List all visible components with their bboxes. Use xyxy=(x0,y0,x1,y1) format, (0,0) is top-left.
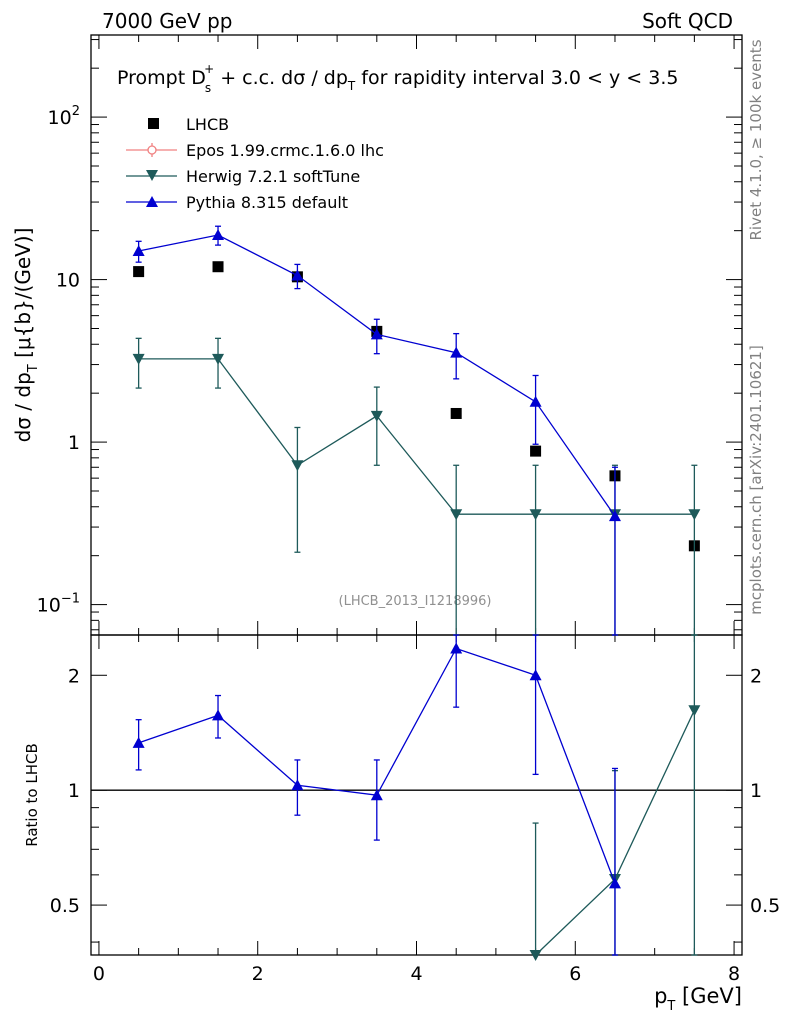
main-y-axis-label-sub: T xyxy=(26,364,41,373)
legend-entry-epos: Epos 1.99.crmc.1.6.0 lhc xyxy=(126,141,384,160)
plot-title-sub: s xyxy=(205,81,211,95)
ratio-point-pythia xyxy=(529,669,542,681)
data-point-lhcb xyxy=(212,261,224,273)
legend-label-epos: Epos 1.99.crmc.1.6.0 lhc xyxy=(186,141,384,160)
category-label: Soft QCD xyxy=(642,9,733,33)
plot-title: Prompt Ds + + c.c. dσ / dpT for rapidity … xyxy=(117,62,678,95)
x-tick-label: 4 xyxy=(410,963,422,985)
data-point-lhcb xyxy=(133,266,145,278)
data-point-pythia xyxy=(132,244,145,256)
plot-title-sup: + xyxy=(204,62,214,76)
legend-label-pythia: Pythia 8.315 default xyxy=(186,193,348,212)
data-point-pythia xyxy=(608,510,621,522)
main-y-tick-label-exp: 2 xyxy=(72,104,80,119)
main-y-axis-label: dσ / dpT [μ{b}/(GeV)] xyxy=(11,228,41,443)
main-series-layer xyxy=(132,225,701,636)
legend: LHCB Epos 1.99.crmc.1.6.0 lhc Herwig 7.2… xyxy=(126,115,384,212)
x-tick-label: 0 xyxy=(93,963,105,985)
legend-entry-lhcb: LHCB xyxy=(148,115,229,134)
ratio-y-tick-label-left: 2 xyxy=(68,665,80,687)
main-y-tick-label: 102 xyxy=(48,104,80,129)
data-point-herwig xyxy=(212,353,225,365)
data-point-pythia xyxy=(212,229,225,241)
plot-title-suffix: + c.c. dσ / dp xyxy=(214,67,348,89)
data-point-lhcb xyxy=(530,445,542,457)
plot-title-suffix-sub: T xyxy=(347,79,356,93)
legend-marker-lhcb xyxy=(148,118,159,129)
ratio-point-pythia xyxy=(608,877,621,889)
analysis-id-label: (LHCB_2013_I1218996) xyxy=(339,594,492,609)
main-y-tick-label-exp: −1 xyxy=(61,592,80,607)
main-y-tick-label: 1 xyxy=(68,432,80,454)
ratio-axis-ticks: 0.5 0.5 1 1 2 2 0 2 4 6 8 xyxy=(50,635,780,985)
ratio-series-layer xyxy=(132,634,701,961)
data-point-pythia xyxy=(450,346,463,358)
data-point-lhcb xyxy=(450,407,462,419)
ratio-point-pythia xyxy=(291,779,304,791)
x-tick-label: 2 xyxy=(252,963,264,985)
x-tick-label: 8 xyxy=(728,963,740,985)
ratio-point-pythia xyxy=(450,642,463,654)
x-axis-label: pT [GeV] xyxy=(654,984,742,1014)
rivet-version-label: Rivet 4.1.0, ≥ 100k events xyxy=(747,39,765,240)
ratio-point-pythia xyxy=(370,789,383,801)
data-point-herwig xyxy=(529,509,542,521)
ratio-y-tick-label-left: 1 xyxy=(68,780,80,802)
legend-label-herwig: Herwig 7.2.1 softTune xyxy=(186,167,360,186)
ratio-point-pythia xyxy=(212,709,225,721)
ratio-y-tick-label-right: 2 xyxy=(750,665,762,687)
data-point-herwig xyxy=(450,509,463,521)
series-line-herwig xyxy=(138,358,695,515)
ratio-y-tick-label-right: 1 xyxy=(750,780,762,802)
beam-label: 7000 GeV pp xyxy=(102,9,233,33)
legend-label-lhcb: LHCB xyxy=(186,115,229,134)
series-line-pythia xyxy=(138,234,616,517)
x-axis-label-a: p xyxy=(654,984,667,1008)
legend-marker-epos xyxy=(147,145,157,155)
main-y-tick-label-base: 10 xyxy=(37,595,61,617)
legend-marker-herwig xyxy=(146,170,158,181)
legend-entry-pythia: Pythia 8.315 default xyxy=(126,193,348,212)
main-y-tick-label-base: 10 xyxy=(48,107,72,129)
x-tick-label: 6 xyxy=(569,963,581,985)
data-point-herwig xyxy=(132,353,145,365)
data-point-herwig xyxy=(370,410,383,422)
data-point-pythia xyxy=(370,328,383,340)
ratio-y-tick-label-left: 0.5 xyxy=(50,895,80,917)
series-herwig xyxy=(132,337,701,636)
x-axis-label-sub: T xyxy=(666,999,675,1014)
legend-marker-pythia xyxy=(146,196,158,207)
ratio-y-axis-label: Ratio to LHCB xyxy=(23,743,41,847)
x-axis-label-b: [GeV] xyxy=(675,984,742,1008)
ratio-plot-frame xyxy=(90,634,743,956)
ratio-y-tick-label-right: 0.5 xyxy=(750,895,780,917)
data-point-pythia xyxy=(529,395,542,407)
ratio-point-herwig xyxy=(688,705,701,717)
series-pythia xyxy=(132,225,621,636)
data-point-herwig xyxy=(291,460,304,472)
plot-title-tail: for rapidity interval 3.0 < y < 3.5 xyxy=(355,67,678,89)
plot-title-prefix: Prompt D xyxy=(117,67,206,89)
main-y-axis-label-b: [μ{b}/(GeV)] xyxy=(11,228,35,365)
ratio-series-pythia xyxy=(132,634,621,956)
main-y-axis-label-a: dσ / dp xyxy=(11,372,35,442)
ratio-point-pythia xyxy=(132,736,145,748)
data-point-herwig xyxy=(688,509,701,521)
legend-entry-herwig: Herwig 7.2.1 softTune xyxy=(126,167,360,186)
mcplots-label: mcplots.cern.ch [arXiv:2401.10621] xyxy=(747,345,765,615)
main-y-tick-label: 10 xyxy=(56,270,80,292)
main-y-tick-label: 10−1 xyxy=(37,592,80,617)
ratio-point-herwig xyxy=(529,950,542,961)
data-point-pythia xyxy=(291,269,304,281)
